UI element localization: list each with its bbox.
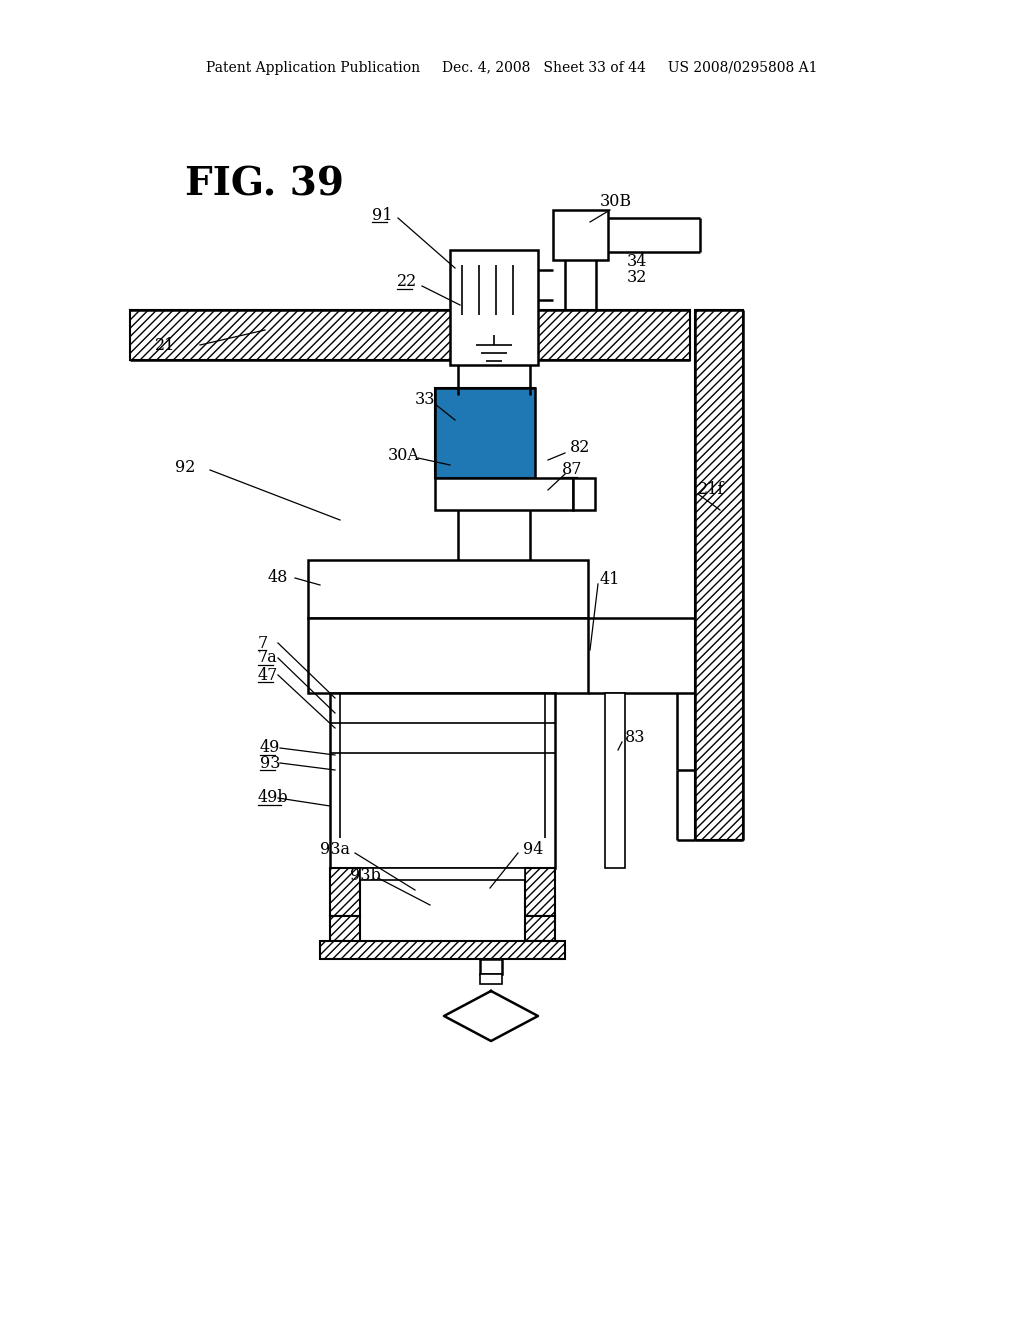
Text: 34: 34 [627,253,647,271]
Text: 48: 48 [268,569,289,586]
Bar [480,960,502,974]
Bar [330,916,360,941]
Text: 22: 22 [397,273,417,290]
Text: 94: 94 [523,842,544,858]
Bar [435,388,535,478]
Bar [330,869,360,916]
Bar [330,693,555,869]
Text: 30B: 30B [600,194,632,210]
Bar [573,478,595,510]
Text: 32: 32 [627,269,647,286]
Bar [308,618,588,693]
Text: 21f: 21f [698,482,724,499]
Text: 92: 92 [175,459,196,477]
Text: 83: 83 [625,730,645,747]
Bar [525,916,555,941]
Text: 93: 93 [260,755,281,771]
Text: FIG. 39: FIG. 39 [185,166,344,205]
Bar [360,869,525,880]
Bar [695,310,743,840]
Text: 49b: 49b [258,789,289,807]
Text: 7a: 7a [258,649,278,667]
Bar [435,388,535,478]
Text: 87: 87 [562,462,583,479]
Text: 91: 91 [372,206,392,223]
Text: 47: 47 [258,667,279,684]
Text: 93b: 93b [350,866,381,883]
Text: 7: 7 [258,635,268,652]
Bar [553,210,608,260]
Text: 21: 21 [155,337,175,354]
Text: 93a: 93a [319,842,350,858]
Text: 49: 49 [260,739,281,756]
Bar [130,310,690,360]
Bar [605,693,625,869]
Bar [435,478,573,510]
Text: 82: 82 [570,440,591,457]
Bar [319,941,565,960]
Bar [308,560,588,618]
Bar [480,974,502,983]
Text: 30A: 30A [388,446,420,463]
Bar [450,249,538,366]
Text: Patent Application Publication     Dec. 4, 2008   Sheet 33 of 44     US 2008/029: Patent Application Publication Dec. 4, 2… [206,61,818,75]
Text: 41: 41 [600,572,621,589]
Text: 33: 33 [415,392,435,408]
Bar [525,869,555,916]
